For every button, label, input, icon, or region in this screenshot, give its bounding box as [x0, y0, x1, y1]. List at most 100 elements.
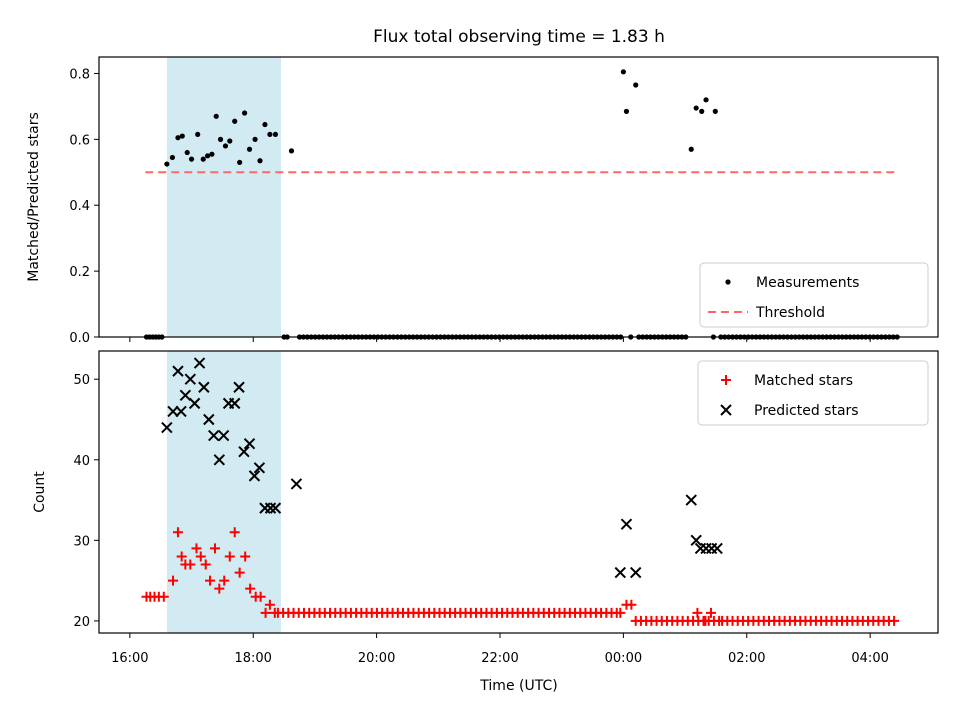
legend-marker — [721, 375, 731, 385]
legend-label: Predicted stars — [754, 403, 859, 419]
data-point — [290, 478, 303, 490]
data-point — [209, 543, 220, 554]
data-point — [711, 542, 723, 555]
data-point — [685, 494, 697, 506]
legend-marker — [725, 279, 731, 285]
legend-label: Matched stars — [754, 373, 853, 389]
data-point — [234, 567, 245, 578]
data-point — [224, 551, 235, 562]
data-point — [288, 148, 295, 154]
x-tick-label: 18:00 — [234, 651, 271, 666]
shaded-observing-window — [166, 57, 281, 337]
data-point — [241, 110, 248, 116]
data-point — [203, 413, 215, 426]
data-point — [179, 389, 192, 402]
data-point — [267, 131, 273, 138]
data-point — [198, 381, 210, 393]
bottom-ylabel: Count — [32, 471, 48, 513]
legend-label: Measurements — [756, 275, 859, 291]
panels: 0.0 0.2 0.4 0.6 0.8 Measurements Threshold 20 30… — [69, 56, 939, 666]
data-point — [169, 154, 176, 161]
data-point — [229, 527, 240, 538]
data-point — [200, 559, 211, 570]
data-point — [245, 583, 256, 594]
data-point — [213, 113, 219, 119]
data-point — [179, 133, 185, 139]
data-point — [614, 566, 626, 579]
x-tick-label: 00:00 — [605, 651, 642, 666]
data-point — [209, 151, 215, 157]
data-point — [184, 149, 190, 156]
data-point — [264, 502, 277, 514]
data-point — [219, 575, 230, 586]
data-point — [253, 462, 266, 474]
x-tick-label: 22:00 — [481, 651, 518, 666]
legend: Matched stars Predicted stars — [697, 360, 929, 426]
data-point — [262, 121, 268, 128]
data-point — [175, 405, 187, 418]
y-tick-label: 0.8 — [69, 67, 90, 82]
data-point — [195, 131, 201, 138]
y-tick-label: 0.6 — [69, 133, 90, 148]
series-predicted-stars — [161, 357, 723, 579]
top-panel: 0.0 0.2 0.4 0.6 0.8 Measurements Threshold — [69, 56, 939, 346]
data-point — [158, 591, 169, 602]
y-tick-label: 40 — [73, 454, 90, 469]
data-point — [626, 599, 637, 610]
data-point — [204, 153, 211, 159]
data-point — [191, 543, 202, 554]
data-point — [176, 551, 187, 562]
data-point — [188, 397, 201, 410]
data-point — [705, 542, 718, 555]
y-tick-label: 50 — [73, 373, 90, 388]
x-tick-label: 04:00 — [851, 651, 888, 666]
data-point — [889, 615, 900, 626]
data-point — [193, 357, 206, 369]
data-point — [168, 575, 179, 586]
data-point — [699, 108, 705, 114]
data-point — [188, 156, 195, 162]
data-point — [248, 470, 261, 482]
data-point — [620, 518, 633, 530]
data-point — [630, 566, 642, 579]
data-point — [175, 135, 181, 141]
data-point — [243, 437, 256, 450]
chart-title: Flux total observing time = 1.83 h — [373, 27, 665, 47]
data-point — [240, 551, 251, 562]
data-point — [623, 108, 630, 114]
data-point — [693, 105, 699, 111]
data-point — [172, 365, 184, 377]
axes-frame — [98, 56, 939, 338]
bottom-panel: 20 30 40 50 16:00 18:00 20:00 22:00 00:00 02:00 04… — [73, 350, 939, 666]
y-tick-label: 0.2 — [69, 265, 90, 280]
y-tick-label: 0.0 — [69, 331, 90, 346]
data-point — [205, 575, 216, 586]
data-point — [232, 118, 238, 124]
data-point — [705, 607, 716, 618]
data-point — [252, 136, 258, 142]
data-point — [213, 454, 226, 466]
data-point — [185, 559, 196, 570]
data-point — [222, 143, 229, 149]
data-point — [688, 146, 694, 152]
legend-box — [699, 262, 929, 328]
series-measurements — [143, 69, 900, 340]
data-point — [200, 156, 206, 162]
data-point — [208, 429, 220, 442]
data-point — [233, 381, 245, 393]
data-point — [164, 161, 170, 167]
data-point — [611, 607, 622, 618]
data-point — [172, 527, 183, 538]
data-point — [184, 373, 197, 385]
data-point — [700, 542, 712, 555]
data-point — [237, 159, 243, 166]
legend-marker — [720, 404, 732, 416]
data-point — [246, 146, 253, 152]
data-point — [217, 136, 224, 142]
data-point — [272, 131, 279, 138]
data-point — [161, 421, 173, 434]
legend: Measurements Threshold — [699, 262, 929, 328]
data-point — [217, 429, 230, 442]
data-point — [227, 138, 233, 144]
